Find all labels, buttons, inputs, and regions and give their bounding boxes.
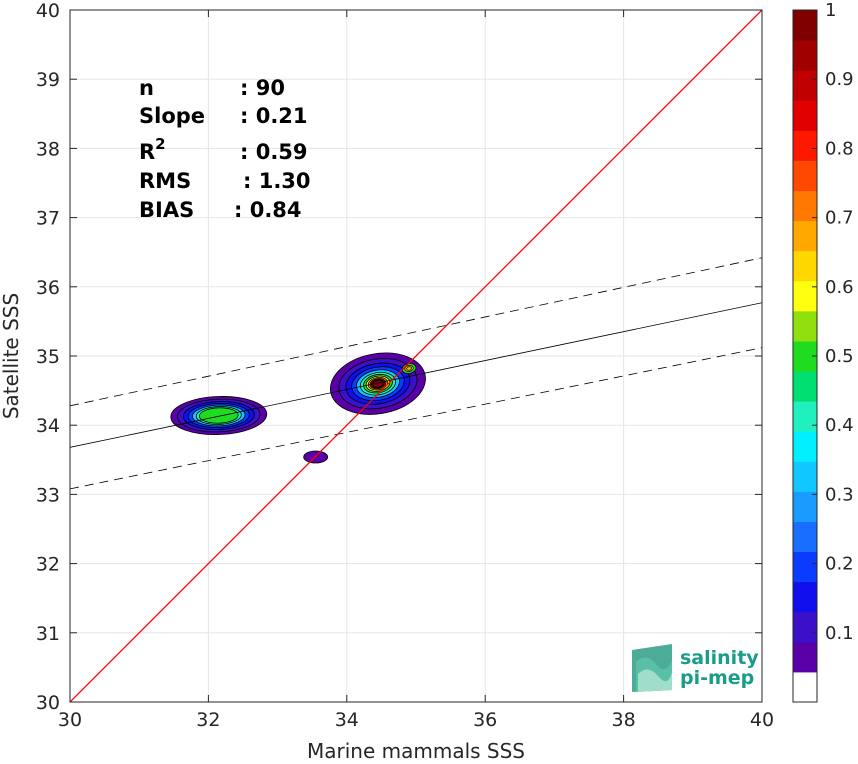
x-tick-label: 36 [473, 709, 497, 731]
stat-value: : 0.84 [234, 198, 302, 222]
colorbar-segment [793, 551, 817, 583]
confidence-line [70, 347, 762, 490]
stat-row: Slope : 0.21 [139, 104, 308, 128]
stat-value: : 0.21 [240, 104, 308, 128]
y-tick-label: 39 [36, 69, 60, 91]
colorbar-tick-label: 0.1 [825, 623, 854, 644]
colorbar-segment [793, 431, 817, 462]
x-axis-title: Marine mammals SSS [307, 739, 525, 763]
y-tick-label: 40 [36, 0, 60, 22]
plot-area: 30 32 34 36 38 40 30 31 32 33 34 35 36 37 38 39 40 [36, 0, 774, 731]
colorbar-segment [793, 250, 817, 282]
y-tick-label: 33 [36, 484, 60, 506]
density-level [372, 379, 384, 388]
colorbar-tick-label: 0.6 [825, 277, 854, 298]
logo-line2: pi-mep [680, 667, 754, 689]
salinity-pi-mep-logo: salinity pi-mep [632, 644, 759, 692]
x-tick-label: 40 [750, 709, 774, 731]
y-tick-label: 36 [36, 277, 60, 299]
y-tick-label: 32 [36, 554, 60, 576]
density-contours [170, 352, 426, 464]
logo-line1: salinity [680, 647, 759, 669]
stat-row: RMS : 1.30 [139, 169, 311, 193]
colorbar-segment [793, 310, 817, 342]
reference-lines [70, 10, 762, 702]
x-tick-label: 34 [335, 709, 359, 731]
colorbar-tick-label: 0.4 [825, 415, 854, 436]
axis-ticks: 30 32 34 36 38 40 30 31 32 33 34 35 36 37 38 39 40 [36, 0, 774, 731]
colorbar-segment [793, 100, 817, 131]
stat-value: : 0.59 [240, 140, 308, 164]
logo-waves-icon [632, 644, 672, 692]
stat-value: : 1.30 [243, 169, 311, 193]
colorbar-segment [793, 521, 817, 553]
y-tick-label: 34 [36, 415, 60, 437]
colorbar-segment [793, 401, 817, 432]
colorbar-segment [793, 671, 817, 703]
colorbar-tick-label: 0.5 [825, 346, 854, 367]
density-cluster [329, 352, 426, 415]
colorbar-segment [793, 461, 817, 492]
stat-superscript: 2 [155, 135, 165, 153]
colorbar-segment [793, 40, 817, 71]
y-tick-label: 35 [36, 346, 60, 368]
colorbar-segment [793, 10, 817, 41]
colorbar-tick-label: 0.7 [825, 208, 854, 229]
colorbar-segment [793, 611, 817, 643]
colorbar-segment [793, 641, 817, 673]
stat-row: R2: 0.59 [139, 135, 308, 164]
colorbar-tick-label: 0.9 [825, 69, 854, 90]
x-tick-label: 32 [196, 709, 220, 731]
colorbar: 0.1 0.2 0.3 0.4 0.5 0.6 0.7 0.8 0.9 1 [792, 0, 854, 703]
y-tick-label: 30 [36, 692, 60, 714]
x-tick-label: 30 [58, 709, 82, 731]
colorbar-segment [793, 190, 817, 222]
regression-line [70, 302, 762, 448]
colorbar-tick-label: 0.2 [825, 554, 854, 575]
y-tick-label: 38 [36, 138, 60, 160]
stat-label: Slope [139, 104, 205, 128]
colorbar-segment [793, 280, 817, 312]
stat-label: n [139, 76, 154, 100]
stat-row: n : 90 [139, 76, 285, 100]
colorbar-tick-label: 0.8 [825, 138, 854, 159]
colorbar-segment [793, 491, 817, 522]
density-level [406, 366, 412, 371]
colorbar-segment [793, 220, 817, 252]
colorbar-segment [793, 160, 817, 192]
colorbar-segment [793, 371, 817, 402]
x-tick-label: 38 [612, 709, 636, 731]
density-level [198, 407, 239, 424]
confidence-line [70, 257, 762, 407]
colorbar-segment [793, 581, 817, 613]
identity-line [70, 10, 762, 702]
colorbar-tick-label: 1 [825, 0, 836, 21]
stat-value: : 90 [240, 76, 285, 100]
colorbar-segment [793, 130, 817, 161]
y-axis-title: Satellite SSS [0, 293, 23, 419]
stat-label: RMS [139, 169, 191, 193]
density-cluster [170, 396, 268, 435]
y-tick-label: 31 [36, 623, 60, 645]
colorbar-tick-label: 0.3 [825, 484, 854, 505]
stat-label: BIAS [139, 198, 194, 222]
stat-row: BIAS : 0.84 [139, 198, 302, 222]
colorbar-segment [793, 70, 817, 101]
y-tick-label: 37 [36, 208, 60, 230]
